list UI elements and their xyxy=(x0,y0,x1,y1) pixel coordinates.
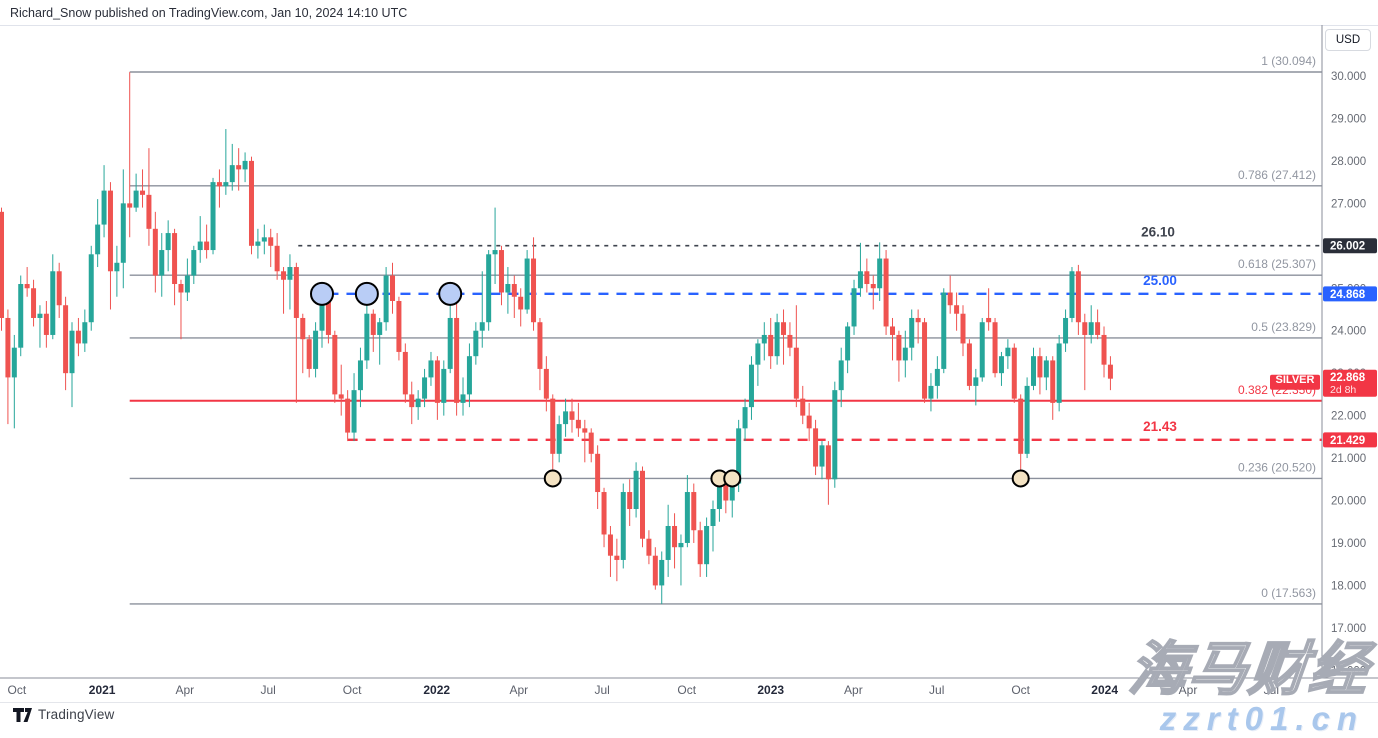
time-tick-Oct: Oct xyxy=(677,683,696,697)
price-tick: 22.000 xyxy=(1331,411,1366,423)
tan-circle xyxy=(723,469,742,488)
time-tick-2021: 2021 xyxy=(89,683,116,697)
price-tick: 17.000 xyxy=(1331,623,1366,635)
price-level-chip-label: 26.002 xyxy=(1330,241,1365,253)
candlestick-series xyxy=(0,72,1113,605)
circle-annotations xyxy=(310,281,1030,488)
price-level-chip-label: 24.868 xyxy=(1330,289,1366,301)
blue-circle xyxy=(438,281,463,306)
time-tick-2024: 2024 xyxy=(1091,683,1118,697)
price-tick: 28.000 xyxy=(1331,156,1366,168)
time-tick-Apr: Apr xyxy=(509,683,528,697)
currency-button[interactable]: USD xyxy=(1325,29,1371,51)
fib-label-0.236: 0.236 (20.520) xyxy=(1238,460,1316,474)
fib-label-0.5: 0.5 (23.829) xyxy=(1251,320,1316,334)
tan-circle xyxy=(543,469,562,488)
price-tick: 24.000 xyxy=(1331,326,1366,338)
tradingview-logo-text: TradingView xyxy=(38,707,115,722)
last-price-chip xyxy=(1323,369,1377,397)
price-tick: 20.000 xyxy=(1331,496,1366,508)
price-tick: 29.000 xyxy=(1331,113,1366,125)
blue-circle xyxy=(354,281,379,306)
fib-label-0: 0 (17.563) xyxy=(1261,586,1316,600)
price-level-chip-label: 21.429 xyxy=(1330,435,1365,447)
fib-label-0.618: 0.618 (25.307) xyxy=(1238,257,1316,271)
price-tick: 16.000 xyxy=(1331,665,1366,677)
watermark-url: zzrt01.cn xyxy=(1159,700,1364,737)
line-labels: 1 (30.094) 0.786 (27.412) 0.618 (25.307) 0.… xyxy=(1141,54,1320,600)
symbol-chip xyxy=(1270,374,1320,390)
level-label-25.00: 25.00 xyxy=(1143,273,1177,288)
time-tick-Jul: Jul xyxy=(1264,683,1279,697)
price-level-chip xyxy=(1323,286,1377,302)
publish-attribution: Richard_Snow published on TradingView.co… xyxy=(10,6,408,20)
time-tick-2022: 2022 xyxy=(423,683,450,697)
price-tick: 30.000 xyxy=(1331,71,1366,83)
price-tick: 21.000 xyxy=(1331,453,1366,465)
time-tick-Jul: Jul xyxy=(929,683,944,697)
time-tick-Apr: Apr xyxy=(1179,683,1198,697)
price-axis[interactable]: 30.00029.00028.00027.00026.00025.00024.0… xyxy=(1321,25,1377,678)
bar-countdown: 2d 8h xyxy=(1330,384,1356,396)
time-tick-Oct: Oct xyxy=(343,683,362,697)
level-label-21.43: 21.43 xyxy=(1143,419,1177,434)
price-level-chip xyxy=(1323,238,1377,254)
price-tick: 19.000 xyxy=(1331,538,1366,550)
time-tick-Oct: Oct xyxy=(1011,683,1030,697)
time-tick-2023: 2023 xyxy=(757,683,784,697)
time-tick-Jul: Jul xyxy=(260,683,275,697)
price-tick: 18.000 xyxy=(1331,580,1366,592)
tradingview-logo-icon xyxy=(13,707,32,722)
blue-circle xyxy=(310,281,334,306)
last-price-value: 22.868 xyxy=(1330,372,1366,384)
time-tick-Apr: Apr xyxy=(175,683,194,697)
time-axis[interactable]: Oct 2021 Apr Jul Oct 2022 Apr Jul Oct 2023 Apr Jul O… xyxy=(0,677,1378,703)
tradingview-logo[interactable]: TradingView xyxy=(13,707,115,722)
time-tick-Apr: Apr xyxy=(844,683,863,697)
time-tick-Oct: Oct xyxy=(8,683,27,697)
time-tick-Jul: Jul xyxy=(594,683,609,697)
header-divider xyxy=(0,25,1378,26)
level-label-26.10: 26.10 xyxy=(1141,225,1175,240)
fib-label-1: 1 (30.094) xyxy=(1261,54,1316,68)
tan-circle xyxy=(1011,469,1030,488)
symbol-chip-label: SILVER xyxy=(1276,374,1315,386)
fib-retracement-lines xyxy=(129,71,1322,605)
fib-label-0.786: 0.786 (27.412) xyxy=(1238,168,1316,182)
price-tick: 27.000 xyxy=(1331,198,1366,210)
price-level-chip xyxy=(1323,432,1377,448)
watermark-cn: 海马财经 xyxy=(1125,636,1374,703)
